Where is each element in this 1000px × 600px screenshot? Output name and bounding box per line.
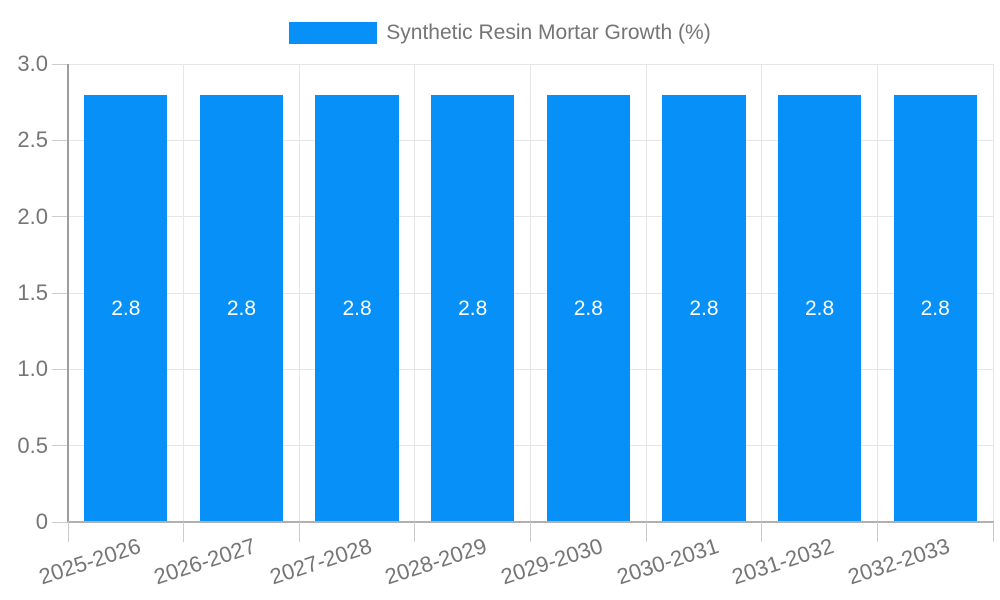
legend-swatch — [289, 22, 378, 44]
bar: 2.8 — [777, 94, 862, 522]
x-axis-tick-label-text: 2032-2033 — [844, 533, 953, 590]
x-axis-tick — [645, 522, 647, 542]
y-axis-tick — [52, 445, 68, 447]
gridline-vertical — [530, 64, 531, 522]
y-axis-tick — [52, 63, 68, 65]
y-axis-tick-label: 2.0 — [17, 203, 48, 229]
x-axis-tick — [183, 522, 185, 542]
y-axis-tick-label: 3.0 — [17, 51, 48, 76]
y-axis-tick — [52, 368, 68, 370]
bar: 2.8 — [546, 94, 630, 522]
x-axis-tick — [414, 522, 416, 542]
bar: 2.8 — [893, 94, 977, 522]
bar: 2.8 — [662, 94, 746, 522]
x-axis-tick-label-text: 2025-2026 — [35, 533, 144, 590]
bar-value-label: 2.8 — [111, 296, 141, 320]
bar-value-label: 2.8 — [342, 296, 372, 320]
bar: 2.8 — [84, 94, 168, 522]
x-axis-tick-label-text: 2027-2028 — [266, 533, 375, 590]
y-axis-tick — [52, 521, 68, 523]
y-axis-tick-label: 1.5 — [17, 280, 48, 305]
y-axis-tick-label: 0 — [35, 509, 48, 534]
bar-value-label: 2.8 — [920, 296, 950, 320]
x-axis-tick-label-text: 2030-2031 — [613, 533, 722, 590]
y-axis-tick-label: 0.5 — [17, 432, 48, 458]
gridline-vertical — [645, 64, 647, 522]
x-axis-tick — [876, 522, 878, 542]
gridline-vertical — [761, 64, 763, 522]
bar-value-label: 2.8 — [689, 296, 719, 320]
y-axis-tick — [52, 216, 68, 218]
y-axis-tick-label: 1.0 — [17, 356, 48, 382]
x-axis-tick-label-text: 2028-2029 — [382, 533, 491, 590]
x-axis-tick-label-text: 2031-2032 — [729, 533, 837, 590]
y-axis-tick — [52, 292, 68, 294]
x-axis-tick — [530, 522, 531, 542]
x-axis-tick-label-text: 2026-2027 — [151, 533, 259, 590]
chart-legend: Synthetic Resin Mortar Growth (%) — [0, 21, 1000, 45]
plot-area: 2.8 2.8 2.8 2.8 2.8 2.8 2.8 2.8 — [68, 63, 994, 522]
y-axis-tick — [52, 139, 68, 141]
y-axis-tick-label: 2.5 — [17, 127, 48, 153]
x-axis-tick — [67, 522, 69, 542]
bar-value-label: 2.8 — [458, 296, 488, 320]
x-axis-tick — [298, 522, 300, 542]
gridline-vertical — [298, 64, 300, 522]
legend-label: Synthetic Resin Mortar Growth (%) — [386, 21, 711, 44]
bar: 2.8 — [315, 94, 399, 522]
bar: 2.8 — [431, 94, 515, 522]
x-axis-tick — [761, 522, 763, 542]
y-axis-line — [67, 64, 69, 522]
x-axis-tick — [992, 522, 994, 542]
gridline-vertical — [992, 64, 994, 522]
gridline-vertical — [183, 64, 185, 522]
gridline-vertical — [876, 64, 878, 522]
x-axis-tick-label-text: 2029-2030 — [497, 533, 606, 590]
bar-value-label: 2.8 — [226, 296, 257, 320]
bar-value-label: 2.8 — [573, 296, 603, 320]
bar-value-label: 2.8 — [804, 296, 835, 320]
bar: 2.8 — [199, 94, 284, 522]
gridline-vertical — [414, 64, 416, 522]
